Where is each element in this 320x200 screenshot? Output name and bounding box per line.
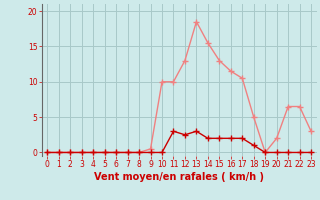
X-axis label: Vent moyen/en rafales ( km/h ): Vent moyen/en rafales ( km/h ) — [94, 172, 264, 182]
